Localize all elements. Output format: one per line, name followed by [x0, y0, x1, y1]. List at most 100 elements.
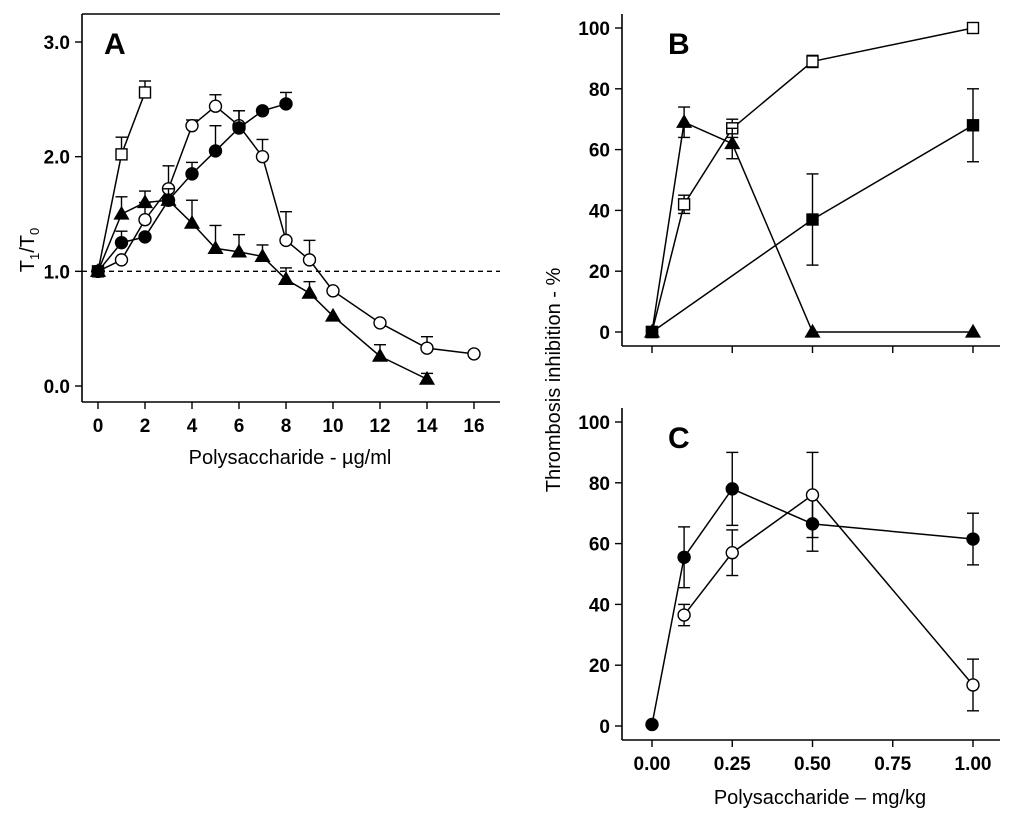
panel-a: 0 2 4 6 8 10 12 14 16 0.01.02.03.0 A Polysacchar…: [17, 13, 500, 469]
panel-b-open-square-point-4: [966, 21, 980, 35]
panel-a-filled-triangle-point-11: [371, 347, 389, 362]
panel-c-filled-circle-point-2: [725, 482, 739, 496]
panel-c-x-tick-label-0: 0.00: [634, 754, 671, 775]
panel-b-series-filled-triangle: [643, 106, 982, 338]
panel-a-filled-triangle-point-5: [207, 240, 224, 254]
panel-a-filled-circle-point-4: [185, 167, 199, 181]
panel-b-filled-triangle-point-4: [964, 323, 982, 338]
panel-c-y-tick-label-3: 60: [589, 535, 610, 556]
y-label-slash: /T: [17, 235, 39, 253]
panel-c-x-label: Polysaccharide – mg/kg: [714, 787, 926, 809]
panel-b-y-tick-label-0: 0: [599, 323, 610, 344]
panel-a-x-tick-label-1: 2: [140, 416, 151, 437]
panel-a-x-tick-label-7: 14: [416, 416, 438, 437]
panel-b: 0 20 40 60 80 100 B: [578, 14, 1000, 353]
panel-a-open-circle-point-9: [302, 253, 317, 267]
panel-a-x-tick-label-4: 8: [281, 416, 292, 437]
panel-a-series-filled-triangle: [89, 188, 436, 385]
panel-b-filled-square-point-2: [966, 119, 980, 132]
panel-c-x-tick-label-4: 1.00: [955, 754, 992, 775]
panel-a-y-tick-label-0: 0.0: [44, 377, 70, 398]
y-label-sub1: 1: [27, 253, 42, 260]
panel-a-filled-triangle-point-10: [324, 307, 342, 322]
panel-a-open-circle-point-8: [279, 233, 293, 248]
panel-c-y-tick-label-0: 0: [599, 717, 610, 738]
panel-c-y-tick-label-1: 20: [589, 656, 610, 677]
panel-a-filled-triangle-point-6: [230, 243, 248, 258]
panel-a-open-circle-point-4: [185, 119, 199, 133]
panel-a-x-label: Polysaccharide - µg/ml: [189, 447, 392, 469]
panel-a-letter: A: [104, 28, 126, 61]
panel-b-filled-triangle-point-3: [804, 323, 821, 338]
panel-a-y-tick-label-1: 1.0: [44, 262, 70, 283]
panel-b-series: [643, 21, 982, 339]
panel-b-y-ticks: 0 20 40 60 80 100: [578, 19, 622, 344]
panel-a-open-circle-point-12: [420, 341, 434, 355]
panel-b-filled-square-point-1: [806, 213, 819, 226]
panel-c-series-open-circle: [677, 451, 980, 712]
panel-a-series: [89, 80, 481, 385]
shared-y-label: Thrombosis inhibition - %: [543, 268, 565, 493]
y-label-sub2: 0: [27, 228, 42, 235]
panel-a-filled-triangle-point-2: [136, 194, 154, 209]
panel-b-open-square-point-3: [806, 55, 819, 68]
panel-a-open-circle-point-11: [373, 316, 387, 330]
panel-c-y-tick-label-2: 40: [589, 595, 610, 616]
panel-a-open-circle-point-10: [326, 284, 340, 298]
panel-b-filled-square-point-0: [645, 325, 659, 339]
panel-a-filled-triangle-point-0: [89, 263, 107, 277]
panel-c-series-filled-circle: [645, 451, 980, 732]
panel-a-filled-circle-point-2: [138, 230, 152, 244]
panel-c-x-ticks: 0.00 0.25 0.50 0.75 1.00: [634, 740, 992, 775]
panel-a-open-square-point-1: [115, 148, 128, 161]
panel-a-filled-circle-point-1: [114, 235, 129, 250]
panel-c-y-tick-label-4: 80: [589, 474, 610, 495]
panel-c-open-circle-point-2: [805, 488, 820, 502]
panel-a-y-label: T1/T0: [17, 228, 42, 272]
panel-a-open-square-point-2: [138, 86, 152, 99]
panel-a-x-tick-label-5: 10: [322, 416, 343, 437]
panel-b-open-square-point-1: [677, 198, 691, 211]
panel-a-y-ticks: 0.0 1.0 2.0 3.0: [44, 33, 82, 398]
panel-a-open-circle-point-13: [467, 347, 481, 361]
panel-a-y-tick-label-2: 2.0: [44, 148, 70, 169]
panel-b-y-tick-label-3: 60: [589, 141, 610, 162]
panel-a-filled-triangle-point-7: [254, 248, 271, 263]
panel-a-filled-triangle-point-4: [183, 214, 201, 229]
panel-c-open-circle-point-1: [725, 546, 739, 560]
panel-c: 0.00 0.25 0.50 0.75 1.00 0 20 40 60 80 100 C Poly…: [578, 408, 1000, 809]
panel-a-filled-circle-point-7: [255, 104, 270, 118]
panel-a-x-tick-label-0: 0: [93, 416, 104, 437]
panel-b-x-ticks: [651, 346, 974, 353]
panel-a-x-ticks: 0 2 4 6 8 10 12 14 16: [93, 402, 485, 437]
panel-b-series-filled-square: [645, 88, 980, 339]
panel-a-y-tick-label-3: 3.0: [44, 33, 70, 54]
panel-c-x-tick-label-3: 0.75: [874, 754, 911, 775]
panel-b-y-tick-label-2: 40: [589, 201, 610, 222]
panel-c-filled-circle-point-0: [645, 717, 659, 732]
panel-a-series-open-circle: [91, 94, 481, 361]
panel-a-x-tick-label-2: 4: [187, 416, 198, 437]
panel-c-series: [645, 451, 980, 732]
panel-b-y-tick-label-1: 20: [589, 262, 610, 283]
panel-b-filled-triangle-point-2: [724, 135, 741, 150]
panel-c-open-circle-point-0: [677, 608, 691, 622]
panel-c-x-tick-label-1: 0.25: [714, 754, 751, 775]
panel-a-filled-circle-point-8: [279, 97, 293, 111]
panel-c-letter: C: [668, 422, 690, 455]
panel-a-filled-triangle-point-3: [160, 192, 177, 206]
panel-c-open-circle-point-3: [966, 678, 980, 692]
panel-a-open-circle-point-2: [138, 213, 152, 227]
panel-a-filled-triangle-point-1: [113, 205, 130, 220]
panel-a-x-tick-label-3: 6: [234, 416, 245, 437]
panel-c-y-tick-label-5: 100: [578, 413, 610, 434]
panel-b-y-tick-label-4: 80: [589, 80, 610, 101]
panel-a-x-tick-label-6: 12: [369, 416, 390, 437]
panel-a-filled-circle-point-5: [208, 144, 223, 158]
panel-a-filled-triangle-point-12: [418, 370, 436, 385]
panel-c-filled-circle-point-1: [677, 550, 691, 564]
panel-b-filled-triangle-point-1: [676, 114, 693, 128]
panel-a-x-tick-label-8: 16: [463, 416, 484, 437]
panel-c-x-tick-label-2: 0.50: [794, 754, 831, 775]
